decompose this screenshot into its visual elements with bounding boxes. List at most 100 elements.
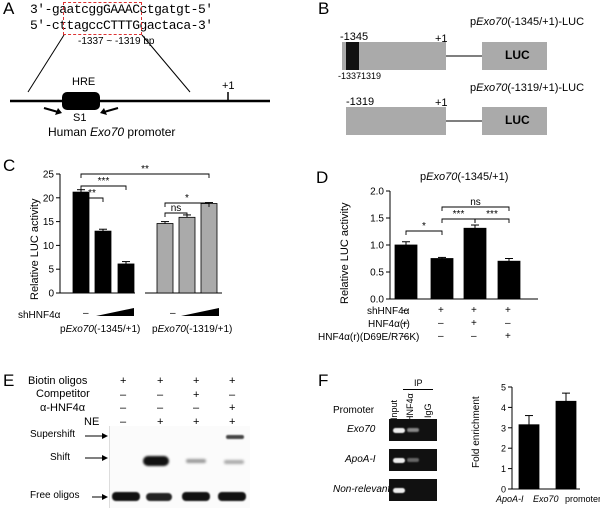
free-oligo-band-1 — [112, 492, 140, 501]
f-lane-hnf4a: HNF4α — [405, 393, 415, 422]
promoter-gene: Exo70 — [90, 125, 125, 139]
c-sig-bracket — [164, 202, 210, 207]
f-y-tick-label: 3 — [501, 423, 506, 433]
panel-letter-b: B — [318, 0, 330, 18]
e-sign-cell: – — [120, 415, 127, 428]
e-row-biotin: Biotin oligos — [28, 375, 88, 387]
d-y-tick-label: 0.0 — [370, 295, 384, 306]
construct1-title-rest: (-1345/+1)-LUC — [507, 16, 585, 28]
f-y-tick-label: 5 — [501, 383, 506, 393]
d-y-tick-label: 0.5 — [370, 268, 384, 279]
free-oligo-band-4 — [218, 492, 246, 501]
f-row-exo70: Exo70 — [347, 424, 376, 435]
promoter-diagram — [10, 34, 270, 115]
c-bar — [200, 203, 218, 294]
c-minus-2: – — [170, 308, 176, 319]
seq-top-suffix: ctgatgt-5' — [139, 2, 214, 17]
e-sign-cell: – — [120, 388, 127, 401]
construct1-sub2: -1319 — [358, 71, 382, 81]
range-label: -1337 ~ -1319 bp — [78, 36, 155, 47]
promoter-caption: Human Exo70 promoter — [48, 125, 175, 139]
primer-arrow-right — [103, 107, 119, 113]
f-y-tick-label: 1 — [501, 464, 506, 474]
e-sign-cell: – — [120, 402, 127, 414]
construct2-tss: +1 — [435, 97, 448, 109]
panel-letter-f: F — [318, 371, 329, 390]
construct1-promoter-bar — [342, 42, 446, 70]
construct2-title-rest: (-1319/+1)-LUC — [507, 82, 585, 94]
seq-bottom-suffix: gactaca-3' — [139, 18, 214, 33]
f-y-tick-label: 0 — [501, 485, 506, 495]
d-y-tick-label: 2.0 — [370, 187, 384, 198]
d-sign-cell: – — [438, 331, 444, 342]
construct1-start: -1345 — [340, 31, 369, 43]
d-sign-cell: + — [505, 331, 511, 342]
d-bar — [394, 244, 418, 300]
f-gel-exo70 — [389, 419, 437, 441]
construct1-sub1: -1337 — [338, 71, 362, 81]
c-y-tick-label: 25 — [43, 170, 55, 181]
shift-band-faint-4 — [224, 460, 244, 464]
c-sig-label: ns — [171, 203, 182, 214]
f-xlabel-promoter: promoter — [565, 494, 600, 504]
c-shrna-label: shHNF4α — [18, 310, 61, 321]
c-xlabel-1-p: p — [60, 324, 66, 335]
c-y-tick-label: 15 — [43, 217, 55, 228]
e-sign-cell: – — [229, 388, 236, 401]
hre-dashed-box — [63, 2, 142, 35]
d-row3-label: HNF4α(r)(D69E/R76K) — [318, 332, 420, 343]
f-apoa1-input-band — [393, 458, 405, 463]
shift-band — [143, 456, 169, 466]
d-sig-label: ns — [470, 197, 481, 208]
e-sign-cell: – — [157, 388, 164, 401]
free-oligo-band-2 — [146, 493, 172, 501]
f-y-tick-label: 4 — [501, 403, 506, 413]
seq-bottom-boxed: tagccCTTTG — [66, 18, 141, 33]
construct2-luc-label: LUC — [505, 113, 530, 127]
primer-arrow-left — [43, 107, 59, 113]
d-sign-cell: – — [505, 318, 511, 329]
d-title-rest: (-1345/+1) — [457, 171, 509, 183]
c-xlabel-2-rest: (-1319/+1) — [185, 324, 233, 335]
d-sig-label: * — [422, 221, 426, 232]
c-sig-label: * — [185, 193, 189, 204]
f-y-tick-label: 2 — [501, 444, 506, 454]
d-title: pExo70(-1345/+1) — [420, 171, 508, 183]
promoter-prefix: Human — [48, 125, 91, 139]
construct1-luc-box — [482, 42, 547, 70]
d-bar — [463, 227, 487, 300]
construct1-luc-label: LUC — [505, 48, 530, 62]
d-sig-bracket — [441, 206, 510, 211]
e-sign-cell: + — [193, 415, 200, 428]
d-row1-label: shHNF4α — [367, 306, 410, 317]
construct1-hre-block — [346, 42, 359, 70]
construct2-start: -1319 — [346, 96, 375, 108]
d-row2-label: HNF4α(r) — [368, 319, 410, 330]
d-sign-cell: + — [438, 305, 444, 316]
e-sign-cell: + — [229, 415, 236, 428]
c-xlabel-1-rest: (-1345/+1) — [93, 324, 141, 335]
d-title-p: p — [420, 171, 427, 183]
c-dose-wedge-2 — [181, 308, 219, 316]
c-bar — [117, 263, 135, 294]
d-y-tick-label: 1.0 — [370, 241, 384, 252]
e-sign-cell: + — [193, 375, 200, 387]
e-row-antibody: α-HNF4α — [40, 402, 86, 414]
chart-d: 0.00.51.01.52.0****ns*** — [370, 187, 538, 306]
e-sign-cell: – — [193, 402, 200, 414]
d-sign-cell: – — [471, 331, 477, 342]
seq-bottom-prefix: 5'-ct — [30, 18, 67, 33]
construct1-title: pExo70(-1345/+1)-LUC — [470, 16, 584, 28]
f-ip-label: IP — [414, 378, 423, 388]
f-xlabel-apoa1: ApoA-I — [496, 494, 524, 504]
d-sig-bracket — [405, 230, 443, 235]
construct2-luc-box — [482, 107, 547, 135]
construct2-diagram — [346, 107, 547, 135]
c-sig-bracket — [80, 173, 210, 178]
tss-label: +1 — [222, 80, 235, 92]
c-bar — [94, 230, 112, 294]
seq-top-prefix: 3'-ga — [30, 2, 67, 17]
construct1-diagram — [342, 42, 547, 70]
emsa-gel — [109, 426, 250, 508]
